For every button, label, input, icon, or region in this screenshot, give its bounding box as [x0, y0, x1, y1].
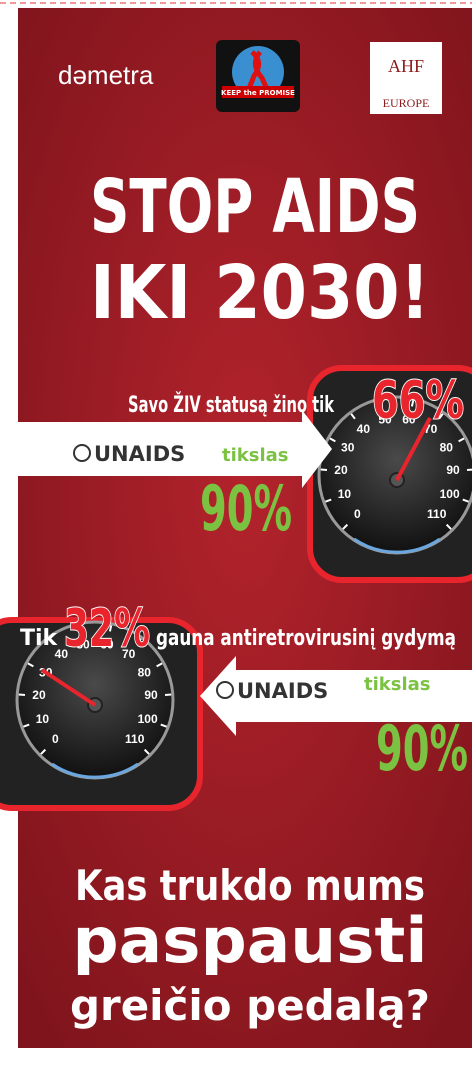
page: Poster {"header": {"logo_left": "dəmetra… — [0, 0, 472, 1070]
value: 66% — [372, 371, 464, 431]
unaids: UNAIDS — [237, 679, 328, 703]
question-line: Kas trukdo mums — [75, 861, 425, 910]
statement-pre: Tik — [20, 626, 59, 651]
logo-demetra: dəmetra — [58, 60, 154, 90]
gauge-number: 80 — [440, 440, 454, 454]
gauge-number: 110 — [125, 732, 145, 746]
target-value: 90% — [376, 712, 468, 785]
unaids: UNAIDS — [94, 442, 185, 466]
title-line: STOP AIDS — [90, 164, 420, 250]
statement: gauna antiretrovirusinį gydymą — [156, 626, 456, 651]
gauge-number: 20 — [32, 688, 46, 702]
gauge-number: 40 — [357, 422, 371, 436]
target-label: tikslas — [364, 674, 431, 695]
target-value: 90% — [200, 472, 292, 545]
gauge-number: 90 — [446, 463, 460, 477]
question-line: paspausti — [73, 904, 428, 977]
gauge-number: 10 — [36, 712, 50, 726]
gauge-number: 10 — [338, 487, 352, 501]
gauge-number: 80 — [138, 665, 152, 679]
question-line: greičio pedalą? — [70, 981, 430, 1030]
logo-keep-promise: KEEP the PROMISE — [221, 89, 295, 97]
gauge-number: 0 — [52, 732, 59, 746]
body: dəmetra KEEP the PROMISE AHF EUROPE STOP… — [0, 0, 472, 1070]
gauge-number: 20 — [334, 463, 348, 477]
statement: Savo ŽIV statusą žino tik — [128, 392, 335, 418]
target-label: tikslas — [222, 445, 289, 466]
logo-europe: EUROPE — [383, 96, 430, 110]
gauge-number: 100 — [440, 487, 460, 501]
gauge-number: 0 — [354, 507, 361, 521]
gauge-number: 110 — [427, 507, 447, 521]
poster: dəmetra KEEP the PROMISE AHF EUROPE STOP… — [0, 0, 472, 1070]
title-line: IKI 2030! — [90, 250, 430, 336]
value: 32% — [64, 599, 150, 659]
gauge-number: 100 — [138, 712, 158, 726]
gauge-number: 30 — [341, 440, 355, 454]
logo-ahf: AHF — [388, 56, 424, 76]
gauge-number: 90 — [144, 688, 158, 702]
